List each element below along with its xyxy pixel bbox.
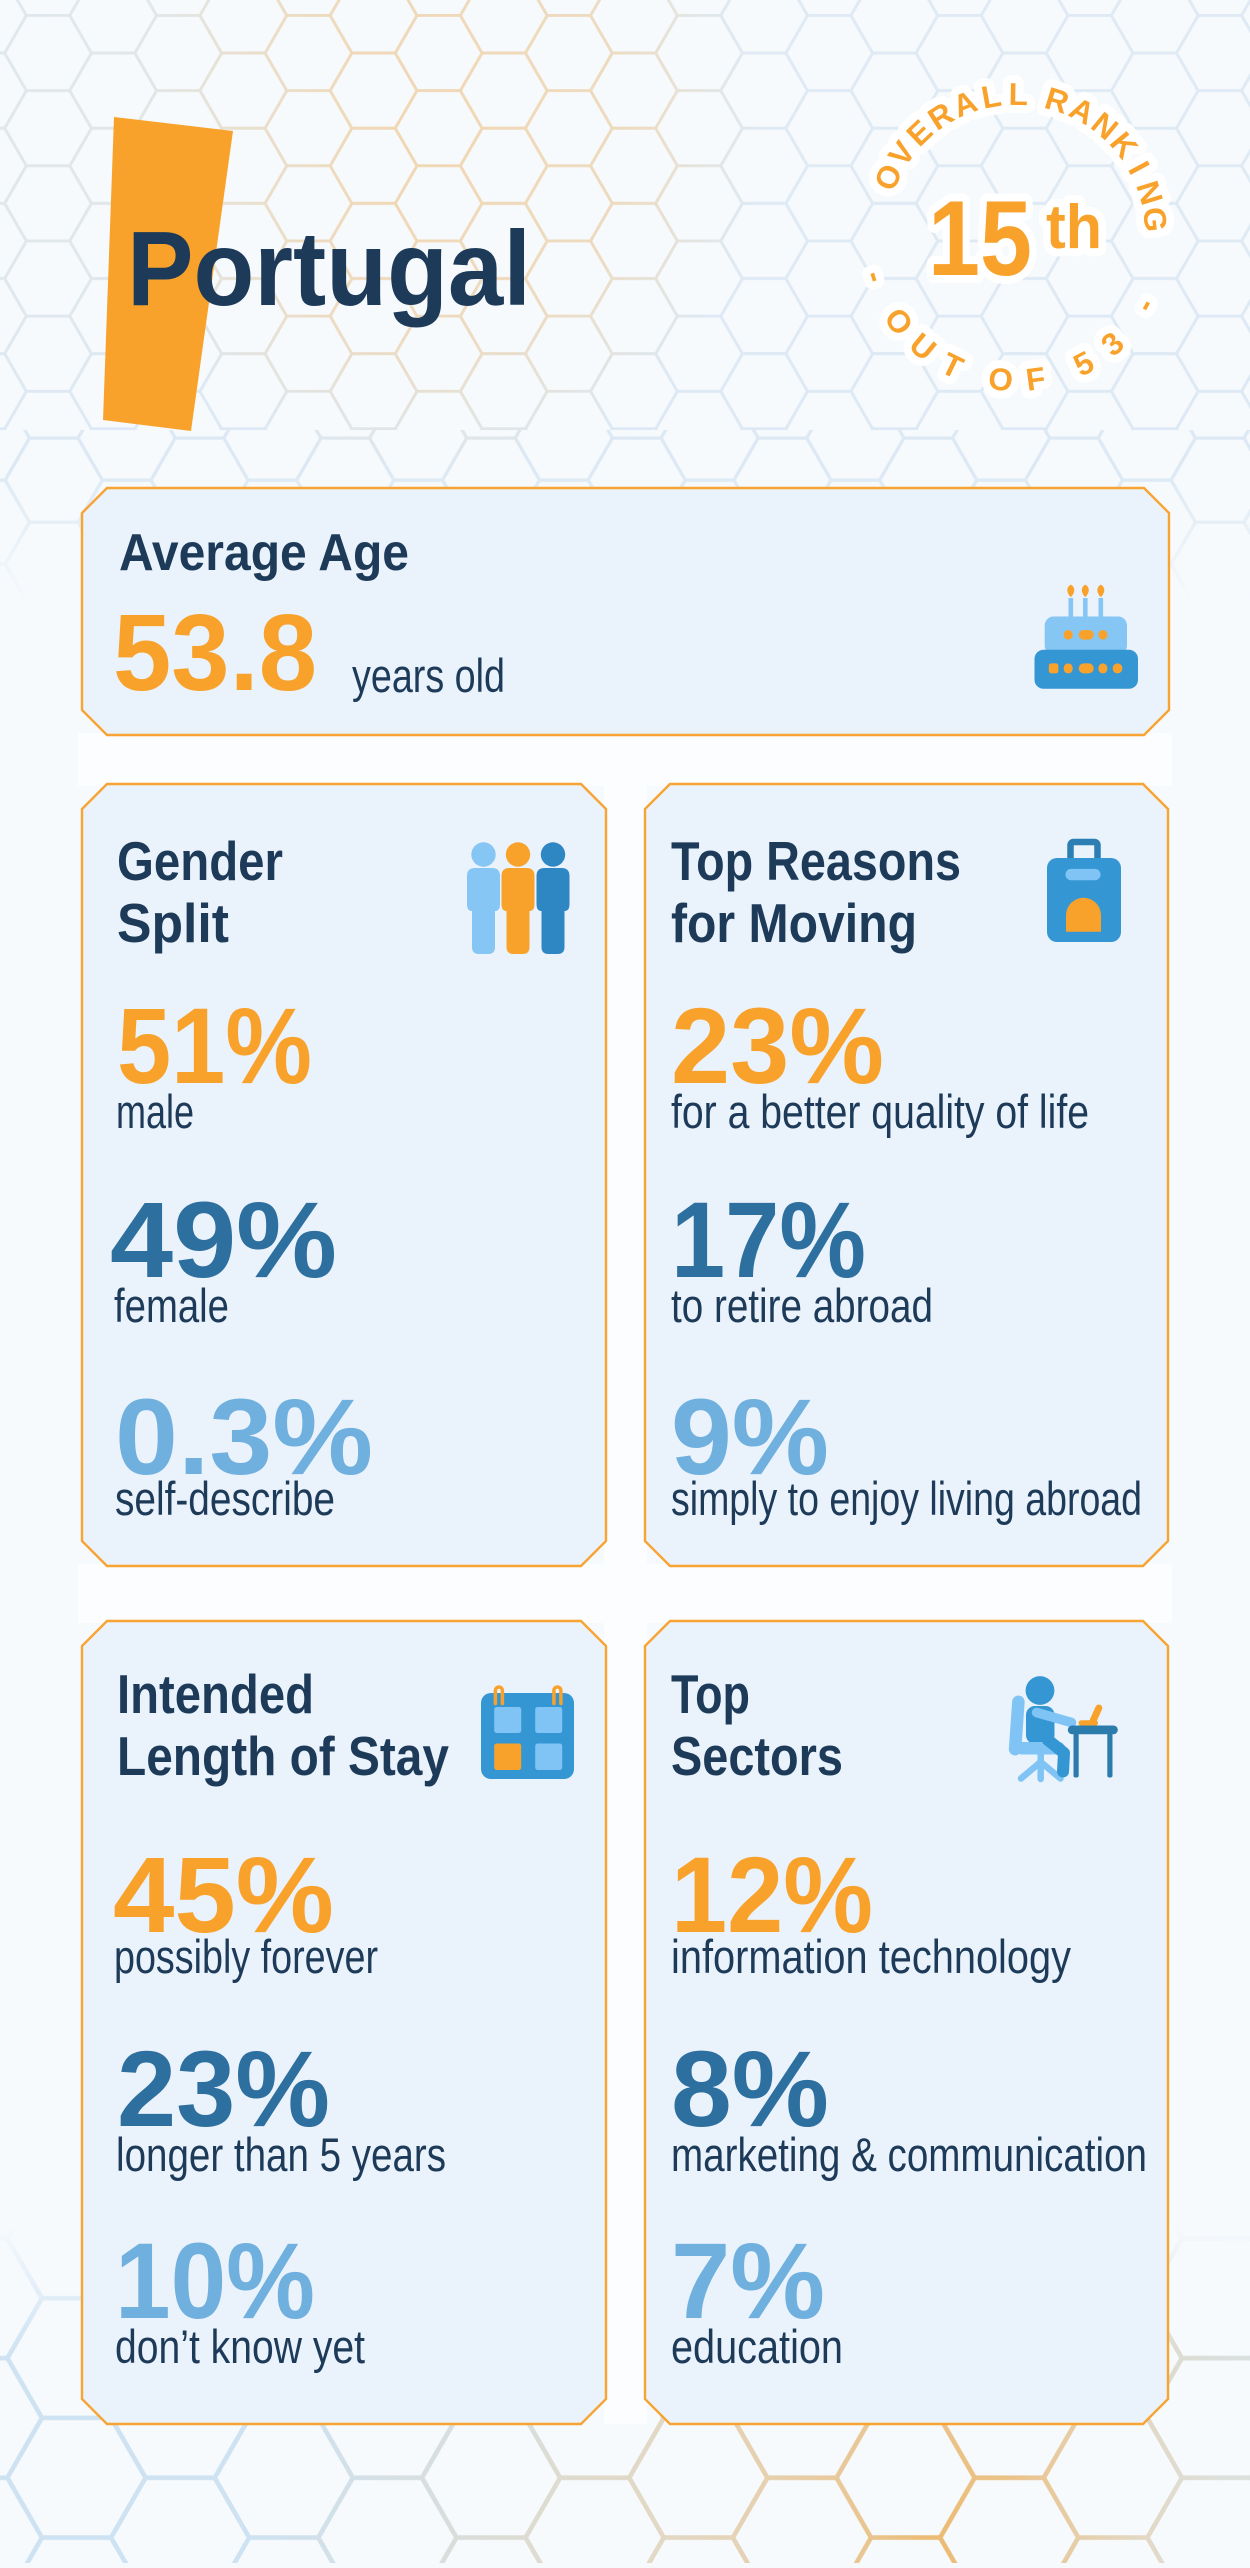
svg-text:th: th [1046, 193, 1102, 262]
svg-text:marketing & communication: marketing & communication [671, 2128, 1147, 2181]
svg-text:th: th [1046, 193, 1102, 262]
svg-text:17%: 17% [671, 1179, 866, 1300]
svg-text:15: 15 [928, 178, 1032, 298]
svg-text:Top: Top [671, 1663, 750, 1725]
svg-text:53.8: 53.8 [113, 592, 317, 714]
svg-text:45%: 45% [113, 1834, 334, 1955]
svg-text:9%: 9% [671, 1376, 829, 1497]
svg-text:simply to enjoy living abroad: simply to enjoy living abroad [671, 1472, 1142, 1525]
svg-text:Length of Stay: Length of Stay [117, 1725, 449, 1787]
svg-text:self-describe: self-describe [115, 1472, 335, 1525]
svg-text:for a better quality of life: for a better quality of life [671, 1085, 1089, 1138]
svg-text:Top Reasons: Top Reasons [671, 830, 961, 892]
svg-text:for Moving: for Moving [671, 892, 917, 954]
svg-text:education: education [671, 2320, 843, 2373]
svg-text:Portugal: Portugal [127, 210, 531, 328]
svg-text:15: 15 [928, 178, 1032, 298]
svg-text:8%: 8% [671, 2028, 829, 2149]
svg-text:23%: 23% [117, 2028, 330, 2149]
svg-text:49%: 49% [110, 1179, 337, 1300]
svg-text:Gender: Gender [117, 830, 283, 892]
svg-text:female: female [114, 1279, 229, 1332]
svg-text:Average Age: Average Age [119, 524, 409, 582]
svg-text:F: F [1024, 360, 1048, 398]
svg-text:Sectors: Sectors [671, 1725, 843, 1787]
svg-text:information technology: information technology [671, 1930, 1071, 1983]
svg-text:G: G [1136, 205, 1174, 233]
svg-text:male: male [116, 1085, 194, 1138]
svg-text:7%: 7% [671, 2220, 825, 2341]
svg-text:Intended: Intended [117, 1663, 314, 1725]
svg-text:O: O [987, 360, 1015, 398]
svg-text:possibly forever: possibly forever [114, 1930, 378, 1983]
svg-text:don’t know yet: don’t know yet [115, 2320, 365, 2373]
svg-text:L: L [1008, 76, 1028, 112]
svg-text:51%: 51% [117, 985, 312, 1106]
svg-text:longer than 5 years: longer than 5 years [116, 2128, 446, 2181]
svg-text:10%: 10% [115, 2220, 315, 2341]
svg-text:years old: years old [352, 649, 505, 702]
svg-text:to retire abroad: to retire abroad [671, 1279, 933, 1332]
svg-text:Split: Split [117, 892, 229, 954]
svg-text:12%: 12% [671, 1834, 873, 1955]
svg-text:0.3%: 0.3% [115, 1376, 373, 1497]
svg-text:23%: 23% [671, 985, 884, 1106]
